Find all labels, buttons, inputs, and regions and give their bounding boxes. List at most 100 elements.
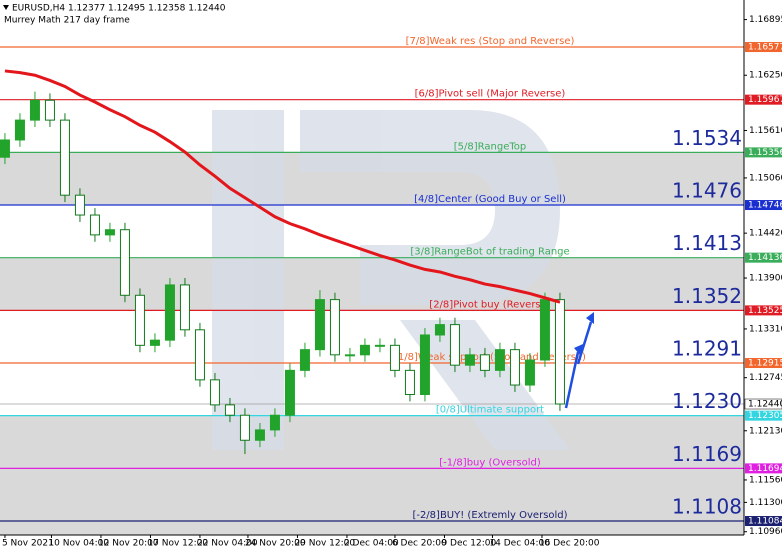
level-target: 1.1352 [672,284,742,308]
level-price-label: 1.15967 [748,95,782,105]
bands [0,152,744,535]
level-price-label: 1.11084 [748,517,782,527]
candle-body [164,284,175,341]
candle-body [404,369,415,396]
candle-body [479,354,490,371]
y-tick-label: 1.12745 [749,373,782,383]
x-tick-label: 9 Dec 12:00 [441,539,496,549]
y-tick-label: 1.15610 [749,126,782,136]
level-price-label: 1.13525 [748,306,782,316]
x-tick-label: 12 Nov 20:00 [98,539,159,549]
candle-body [524,359,535,386]
x-tick-label: 2 Dec 04:00 [344,539,399,549]
x-tick-label: 22 Nov 04:00 [197,539,258,549]
level-price-box [745,94,782,105]
x-tick-label: 6 Dec 20:00 [392,539,447,549]
level-price-label: 1.11694 [748,464,782,474]
x-tick-label: 5 Nov 2021 [2,539,54,549]
level-label: [6/8]Pivot sell (Major Reverse) [415,89,566,100]
chart-subtitle: Murrey Math 217 day frame [4,16,130,26]
level-price-box [745,200,782,211]
y-tick-label: 1.16895 [749,15,782,25]
candle-body [89,214,100,236]
candle-body [344,354,355,357]
level-target: 1.1476 [672,179,742,203]
forecast-arrows [564,312,594,409]
level-label: [0/8]Ultimate support [436,405,544,416]
y-tick-label: 1.11560 [749,475,782,485]
candle-body [134,294,145,346]
level-price-label: 1.12305 [748,411,782,421]
candle-body [59,119,70,196]
level-label: [4/8]Center (Good Buy or Sell) [414,194,566,205]
y-tick-label: 1.12130 [749,426,782,436]
level-price-box [745,358,782,369]
y-tick-label: 1.15060 [749,173,782,183]
plot-area: [8/8]Ultimate resistance[7/8]Weak res (S… [0,36,744,522]
level-target: 1.1291 [672,337,742,361]
y-tick-label: 1.11300 [749,498,782,508]
candle-body [554,299,565,405]
candle-body [149,339,160,346]
level-price-box [745,463,782,474]
candle-body [539,299,550,361]
candle-body [0,139,10,158]
candle-body [419,334,430,396]
moving-average [4,69,561,304]
level-label: [5/8]RangeTop [454,141,526,152]
candle-body [29,99,40,121]
x-tick-label: 14 Dec 04:00 [489,539,550,549]
level-label: [2/8]Pivot buy (Reverse) [429,299,551,310]
x-tick-label: 16 Dec 20:00 [539,539,600,549]
candle-body [389,344,400,371]
candle-body [194,329,205,381]
candle-body [119,229,130,296]
level-price-box [745,42,782,53]
candle-body [74,194,85,216]
candle-body [209,379,220,406]
y-tick-label: 1.13310 [749,324,782,334]
level-target: 1.1108 [672,495,742,519]
y-tick-label: 1.14420 [749,229,782,239]
current-price-box [744,398,782,410]
level-price-label: 1.12915 [748,359,782,369]
level-price-label: 1.16577 [748,43,782,53]
current-price-label: 1.12440 [748,400,782,410]
x-tick-label: 24 Nov 20:00 [245,539,306,549]
y-tick-label: 1.13900 [749,274,782,284]
y-tick-label: 1.16250 [749,71,782,81]
level-price-label: 1.14746 [748,201,782,211]
level-price-box [745,305,782,316]
level-target: 1.1413 [672,231,742,255]
candle-body [269,414,280,431]
candle-body [329,299,340,356]
candle-body [449,324,460,366]
level-label: [-1/8]buy (Oversold) [439,457,541,468]
level-price-box [745,252,782,263]
level-label: [-2/8]BUY! (Extremly Oversold) [412,510,567,521]
candle-body [239,414,250,441]
level-label: [3/8]RangeBot of trading Range [410,247,569,258]
candle-body [509,349,520,386]
watermark [212,110,570,450]
level-price-label: 1.14136 [748,253,782,263]
candle-body [359,344,370,356]
x-tick-label: 10 Nov 04:00 [48,539,109,549]
level-price-box [745,147,782,158]
candle-body [434,324,445,336]
candle-body [14,119,25,141]
candle-body [254,429,265,441]
candle-body [314,299,325,351]
level-target: 1.1534 [672,126,742,150]
x-tick-label: 29 Nov 12:00 [294,539,355,549]
candle-body [179,284,190,331]
candle-body [299,349,310,371]
level-price-label: 1.15356 [748,148,782,158]
x-tick-label: 17 Nov 12:00 [147,539,208,549]
level-label: [7/8]Weak res (Stop and Reverse) [406,36,575,47]
candle-body [494,349,505,371]
zone [0,415,744,535]
candle-body [224,404,235,416]
candle-body [284,369,295,416]
